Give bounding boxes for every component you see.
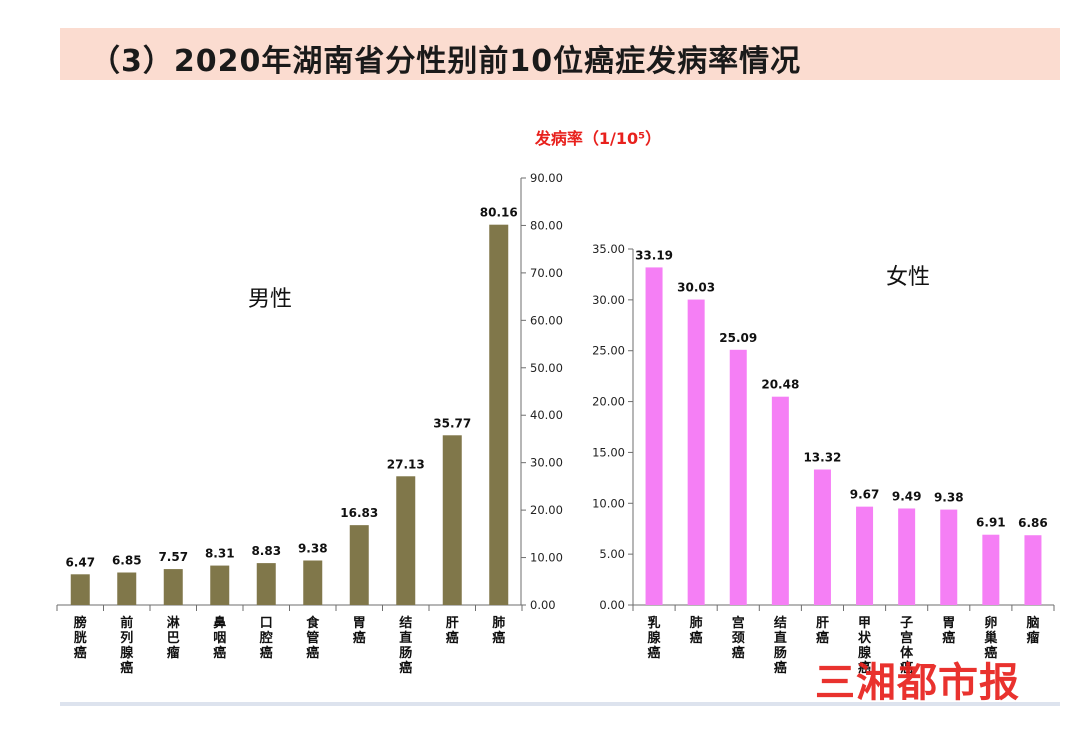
female-category-label: 胃癌 (942, 616, 955, 646)
male-y-tick-label: 80.00 (530, 218, 563, 232)
female-bar (940, 509, 958, 605)
male-y-tick-label: 60.00 (530, 313, 563, 327)
male-y-tick-label: 0.00 (530, 598, 556, 612)
male-bar (489, 224, 509, 605)
female-category-label: 乳腺癌 (648, 615, 662, 661)
female-bar (687, 299, 705, 605)
female-y-tick-label: 25.00 (592, 344, 625, 358)
male-value-label: 35.77 (433, 416, 471, 430)
female-bar (1024, 535, 1042, 605)
male-chart: 0.00 10.00 20.00 30.00 40.00 50.00 60.00 70.00 8… (56, 171, 563, 676)
male-value-label: 16.83 (340, 506, 378, 520)
male-category-label: 口腔癌 (259, 616, 273, 661)
female-y-tick-label: 0.00 (599, 598, 625, 612)
female-bar (645, 267, 663, 605)
watermark-logo: 三湘都市报 (815, 660, 1020, 706)
female-category-label: 肺癌 (690, 615, 703, 646)
male-category-label: 胃癌 (353, 616, 366, 646)
male-category-label: 食管癌 (306, 615, 320, 661)
male-bar (70, 574, 90, 605)
male-value-label: 8.31 (205, 547, 235, 561)
male-y-tick-label: 50.00 (530, 361, 563, 375)
male-value-label: 6.85 (112, 554, 142, 568)
female-bar (856, 506, 874, 605)
male-value-label: 8.83 (251, 544, 281, 558)
female-category-label: 宫颈癌 (732, 615, 745, 661)
female-bar (898, 508, 916, 605)
female-y-tick-label: 10.00 (592, 496, 625, 510)
female-value-label: 6.91 (976, 516, 1006, 530)
female-value-label: 30.03 (677, 281, 715, 295)
male-y-tick-label: 20.00 (530, 503, 563, 517)
male-category-label: 肺癌 (492, 615, 505, 646)
bottom-divider (60, 702, 1060, 706)
female-value-label: 9.38 (934, 491, 964, 505)
male-bar (163, 569, 183, 605)
male-value-label: 80.16 (480, 206, 518, 220)
female-value-label: 20.48 (761, 378, 799, 392)
male-bar (396, 476, 416, 605)
male-value-label: 9.38 (298, 541, 328, 555)
female-value-label: 25.09 (719, 331, 757, 345)
female-category-label: 肝癌 (816, 616, 829, 646)
female-bar (729, 349, 747, 605)
female-y-tick-label: 35.00 (592, 242, 625, 256)
female-y-tick-label: 5.00 (599, 547, 625, 561)
page-title: （3）2020年湖南省分性别前10位癌症发病率情况 (90, 44, 802, 79)
male-bar (442, 435, 462, 605)
male-value-label: 7.57 (158, 550, 188, 564)
male-bar (117, 572, 137, 605)
female-category-label: 甲状腺癌 (858, 616, 872, 676)
male-y-tick-label: 10.00 (530, 551, 563, 565)
female-value-label: 6.86 (1018, 516, 1048, 530)
female-value-label: 33.19 (635, 248, 673, 262)
male-chart-title: 男性 (248, 287, 292, 312)
female-y-tick-label: 20.00 (592, 395, 625, 409)
female-y-tick-label: 15.00 (592, 445, 625, 459)
male-y-tick-label: 90.00 (530, 171, 563, 185)
male-value-label: 6.47 (65, 555, 95, 569)
male-category-label: 淋巴瘤 (167, 615, 180, 661)
male-category-label: 前列腺癌 (120, 615, 134, 676)
male-category-label: 结直肠癌 (399, 615, 412, 676)
male-value-label: 27.13 (387, 457, 425, 471)
male-category-label: 鼻咽癌 (213, 615, 226, 661)
title-banner (60, 28, 1060, 80)
female-chart-title: 女性 (886, 265, 930, 290)
female-bar (813, 469, 831, 605)
female-category-label: 子宫体癌 (900, 616, 914, 676)
male-bar (210, 565, 230, 605)
male-y-tick-label: 70.00 (530, 266, 563, 280)
male-y-tick-label: 40.00 (530, 408, 563, 422)
male-bar (256, 563, 276, 605)
female-category-label: 结直肠癌 (774, 615, 787, 676)
female-category-label: 卵巢癌 (983, 615, 998, 661)
female-bar (982, 534, 1000, 605)
female-bar (771, 396, 789, 605)
female-y-tick-label: 30.00 (592, 293, 625, 307)
female-category-label: 脑瘤 (1026, 615, 1039, 646)
female-value-label: 9.49 (892, 489, 922, 503)
male-category-label: 膀胱癌 (73, 615, 87, 661)
male-y-tick-label: 30.00 (530, 456, 563, 470)
male-bar (303, 560, 323, 605)
male-category-label: 肝癌 (446, 616, 459, 646)
female-value-label: 9.67 (850, 488, 880, 502)
female-chart: 0.00 5.00 10.00 15.00 20.00 25.00 30.00 35.00 33… (592, 242, 1055, 676)
male-bar (349, 525, 369, 605)
unit-label: 发病率（1/10⁵） (534, 129, 662, 148)
female-value-label: 13.32 (803, 451, 841, 465)
